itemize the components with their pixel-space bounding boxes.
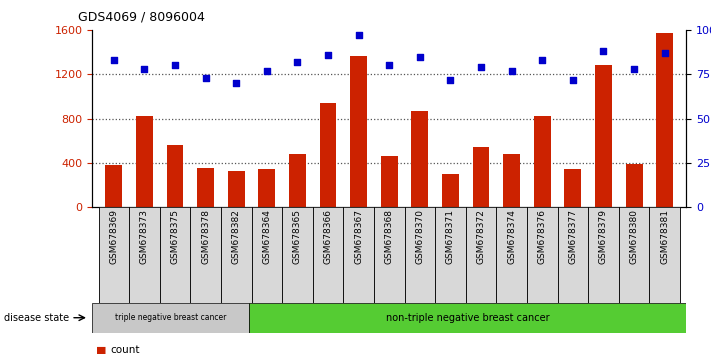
- Text: GSM678377: GSM678377: [568, 209, 577, 264]
- Point: [567, 77, 579, 82]
- Text: GSM678368: GSM678368: [385, 209, 394, 264]
- Point: [261, 68, 272, 74]
- Text: GSM678364: GSM678364: [262, 209, 272, 264]
- FancyBboxPatch shape: [160, 207, 191, 303]
- Text: GSM678370: GSM678370: [415, 209, 424, 264]
- Text: non-triple negative breast cancer: non-triple negative breast cancer: [385, 313, 549, 323]
- Point: [659, 50, 670, 56]
- Text: GSM678372: GSM678372: [476, 209, 486, 264]
- Text: disease state: disease state: [4, 313, 69, 323]
- Bar: [442, 174, 459, 207]
- Bar: [289, 154, 306, 207]
- FancyBboxPatch shape: [221, 207, 252, 303]
- Point: [353, 33, 364, 38]
- Point: [384, 63, 395, 68]
- Point: [292, 59, 303, 65]
- FancyBboxPatch shape: [619, 207, 649, 303]
- Point: [415, 54, 426, 59]
- FancyBboxPatch shape: [588, 207, 619, 303]
- Bar: [381, 156, 397, 207]
- Bar: [656, 33, 673, 207]
- Text: GSM678366: GSM678366: [324, 209, 333, 264]
- Text: GSM678365: GSM678365: [293, 209, 302, 264]
- FancyBboxPatch shape: [252, 207, 282, 303]
- FancyBboxPatch shape: [374, 207, 405, 303]
- Text: GSM678378: GSM678378: [201, 209, 210, 264]
- Point: [322, 52, 333, 58]
- Text: GSM678381: GSM678381: [661, 209, 669, 264]
- Text: GSM678371: GSM678371: [446, 209, 455, 264]
- Point: [629, 66, 640, 72]
- Text: GSM678379: GSM678379: [599, 209, 608, 264]
- Bar: [565, 170, 582, 207]
- Point: [537, 57, 548, 63]
- Text: GSM678367: GSM678367: [354, 209, 363, 264]
- Bar: [351, 56, 367, 207]
- Text: GSM678375: GSM678375: [171, 209, 180, 264]
- Bar: [412, 111, 428, 207]
- Text: GSM678382: GSM678382: [232, 209, 241, 264]
- Text: GSM678376: GSM678376: [538, 209, 547, 264]
- Point: [506, 68, 518, 74]
- Bar: [228, 171, 245, 207]
- Text: GSM678374: GSM678374: [507, 209, 516, 264]
- Bar: [595, 65, 612, 207]
- Bar: [626, 164, 643, 207]
- FancyBboxPatch shape: [405, 207, 435, 303]
- Bar: [473, 147, 489, 207]
- Bar: [320, 103, 336, 207]
- Bar: [534, 116, 551, 207]
- Point: [598, 48, 609, 54]
- FancyBboxPatch shape: [313, 207, 343, 303]
- FancyBboxPatch shape: [343, 207, 374, 303]
- FancyBboxPatch shape: [649, 207, 680, 303]
- Text: GDS4069 / 8096004: GDS4069 / 8096004: [78, 11, 205, 24]
- Bar: [166, 145, 183, 207]
- Bar: [105, 165, 122, 207]
- Text: triple negative breast cancer: triple negative breast cancer: [115, 313, 226, 322]
- Point: [445, 77, 456, 82]
- Bar: [136, 116, 153, 207]
- FancyBboxPatch shape: [496, 207, 527, 303]
- FancyBboxPatch shape: [129, 207, 160, 303]
- Point: [230, 80, 242, 86]
- Text: GSM678369: GSM678369: [109, 209, 118, 264]
- FancyBboxPatch shape: [435, 207, 466, 303]
- Point: [108, 57, 119, 63]
- FancyBboxPatch shape: [557, 207, 588, 303]
- FancyBboxPatch shape: [466, 207, 496, 303]
- Text: count: count: [110, 346, 139, 354]
- FancyBboxPatch shape: [527, 207, 557, 303]
- FancyBboxPatch shape: [92, 303, 249, 333]
- Point: [476, 64, 487, 70]
- Text: GSM678380: GSM678380: [630, 209, 638, 264]
- Point: [200, 75, 211, 81]
- Point: [169, 63, 181, 68]
- Text: GSM678373: GSM678373: [140, 209, 149, 264]
- Bar: [197, 169, 214, 207]
- FancyBboxPatch shape: [99, 207, 129, 303]
- Bar: [503, 154, 520, 207]
- FancyBboxPatch shape: [191, 207, 221, 303]
- FancyBboxPatch shape: [282, 207, 313, 303]
- Text: ■: ■: [96, 346, 107, 354]
- Point: [139, 66, 150, 72]
- FancyBboxPatch shape: [249, 303, 686, 333]
- Bar: [258, 170, 275, 207]
